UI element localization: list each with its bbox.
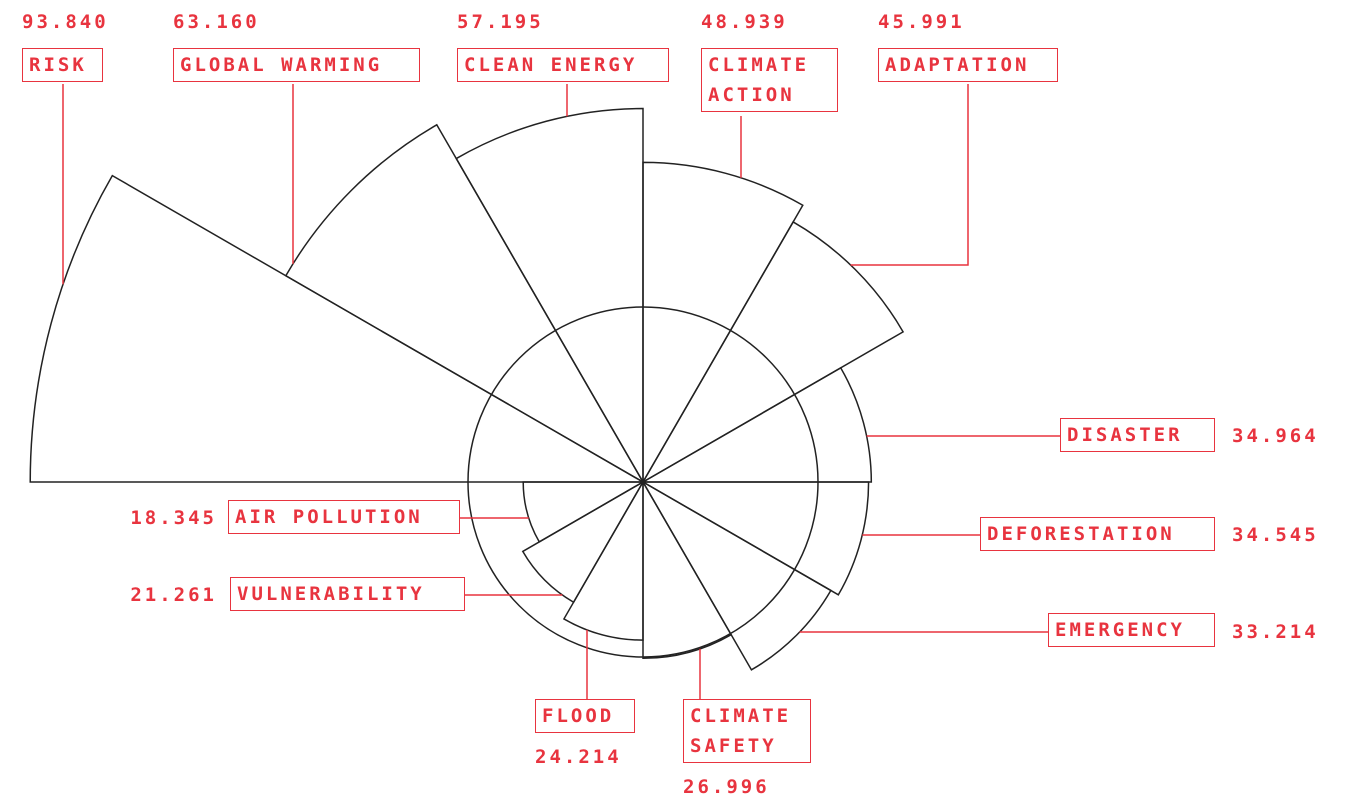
value-label: 34.545 (1232, 524, 1319, 546)
rose-sector (640, 220, 905, 485)
category-label: AIR POLLUTION (228, 500, 460, 534)
value-label: 93.840 (22, 11, 109, 33)
category-label: CLIMATE ACTION (701, 48, 838, 112)
category-label: DEFORESTATION (980, 517, 1215, 551)
category-label: ADAPTATION (878, 48, 1058, 82)
rose-sector (640, 366, 873, 483)
rose-sector (642, 161, 804, 485)
category-label: FLOOD (535, 699, 635, 733)
category-label: CLEAN ENERGY (457, 48, 669, 82)
value-label: 48.939 (701, 11, 788, 33)
rose-sector (562, 479, 644, 641)
value-label: 26.996 (683, 776, 770, 798)
rose-sector (640, 481, 870, 596)
category-label: EMERGENCY (1048, 613, 1215, 647)
rose-sector (455, 107, 644, 485)
value-label: 33.214 (1232, 621, 1319, 643)
rose-sector (522, 481, 646, 543)
value-label: 24.214 (535, 746, 622, 768)
value-label: 18.345 (130, 507, 217, 529)
value-label: 34.964 (1232, 425, 1319, 447)
category-label: VULNERABILITY (230, 577, 465, 611)
category-label: DISASTER (1060, 418, 1215, 452)
leader-line (850, 84, 969, 266)
value-label: 57.195 (457, 11, 544, 33)
value-label: 21.261 (130, 584, 217, 606)
rose-sector (640, 479, 832, 671)
value-label: 63.160 (173, 11, 260, 33)
category-label: CLIMATE SAFETY (683, 699, 811, 763)
rose-sector (29, 174, 646, 483)
category-label: RISK (22, 48, 103, 82)
category-label: GLOBAL WARMING (173, 48, 420, 82)
rose-sector (642, 479, 733, 660)
value-label: 45.991 (878, 11, 965, 33)
rose-sector (284, 123, 646, 485)
rose-sector (521, 479, 646, 604)
